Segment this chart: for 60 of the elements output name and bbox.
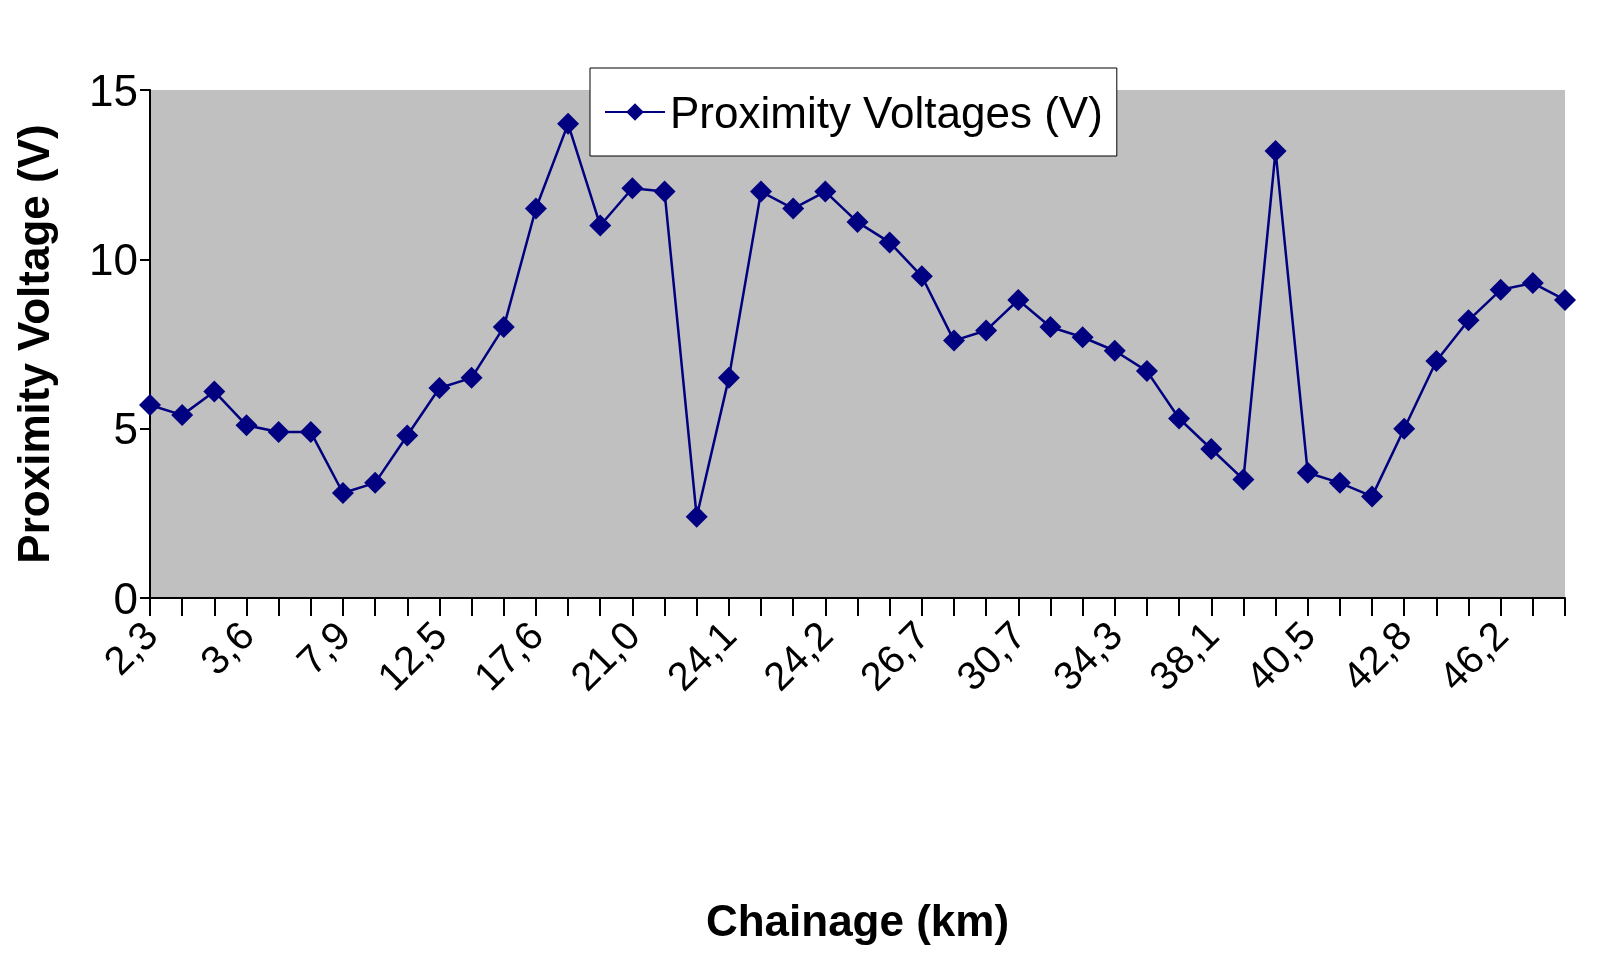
point: [1264, 139, 1287, 162]
point: [267, 421, 290, 444]
point: [1103, 339, 1126, 362]
point: [428, 377, 451, 400]
point: [1200, 437, 1223, 460]
point: [846, 211, 869, 234]
point: [1489, 278, 1512, 301]
point: [1328, 471, 1351, 494]
legend-label: Proximity Voltages (V): [670, 87, 1103, 137]
x-tick-label: 46,2: [1430, 612, 1517, 699]
point: [1296, 461, 1319, 484]
point: [299, 421, 322, 444]
point: [1521, 272, 1544, 295]
point: [782, 197, 805, 220]
x-tick-label: 3,6: [191, 612, 263, 683]
point: [1232, 468, 1255, 491]
x-tick-label: 24,1: [658, 612, 745, 699]
point: [653, 180, 676, 203]
point: [1457, 309, 1480, 332]
point: [203, 380, 226, 403]
point: [1393, 417, 1416, 440]
y-tick-label: 5: [113, 404, 138, 454]
x-tick-label: 40,5: [1237, 612, 1324, 699]
x-tick-label: 42,8: [1333, 612, 1420, 699]
x-tick-label: 34,3: [1044, 612, 1131, 699]
point: [396, 424, 419, 447]
point: [524, 197, 547, 220]
point: [460, 366, 483, 389]
point: [235, 414, 258, 437]
point: [942, 329, 965, 352]
point: [1135, 360, 1158, 383]
point: [685, 505, 708, 528]
point: [557, 112, 580, 135]
point: [1007, 288, 1030, 311]
point: [589, 214, 612, 237]
y-tick-label: 15: [89, 65, 138, 115]
point: [910, 265, 933, 288]
y-tick-label: 0: [113, 573, 138, 623]
x-tick-label: 38,1: [1140, 612, 1227, 699]
point: [492, 316, 515, 339]
point: [331, 482, 354, 505]
x-axis-title: Chainage (km): [705, 895, 1010, 945]
point: [878, 231, 901, 254]
point: [1425, 349, 1448, 372]
point: [621, 177, 644, 200]
point: [1554, 288, 1576, 311]
point: [1168, 407, 1191, 430]
y-axis-title: Proximity Voltage (V): [8, 124, 58, 564]
point: [1039, 316, 1062, 339]
point: [1071, 326, 1094, 349]
point: [1361, 485, 1384, 508]
y-tick-label: 10: [89, 234, 138, 284]
point: [171, 404, 194, 427]
x-tick-label: 7,9: [288, 612, 359, 683]
point: [139, 393, 161, 416]
point: [975, 319, 998, 342]
point: [717, 366, 740, 389]
point: [814, 180, 837, 203]
point: [364, 471, 387, 494]
point: [750, 180, 773, 203]
